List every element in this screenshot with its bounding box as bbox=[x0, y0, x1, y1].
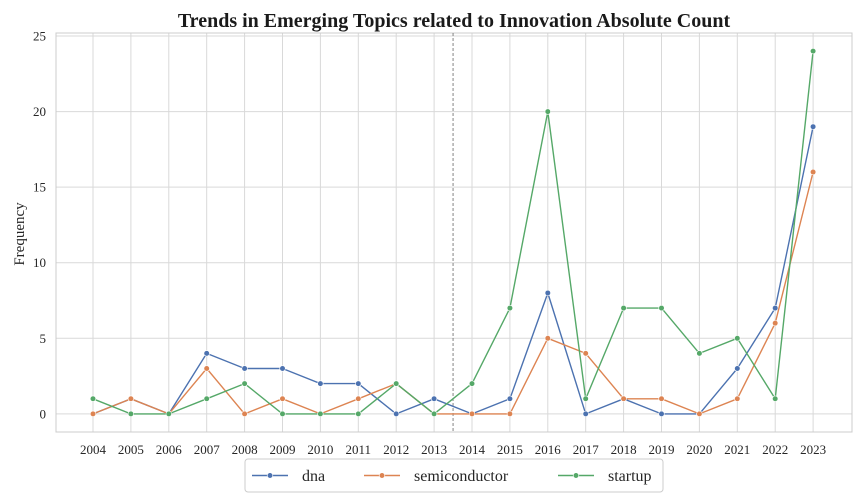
x-tick-label: 2016 bbox=[535, 442, 562, 457]
data-point-startup bbox=[734, 335, 741, 342]
x-tick-label: 2023 bbox=[800, 442, 826, 457]
x-tick-label: 2011 bbox=[346, 442, 372, 457]
y-axis-label: Frequency bbox=[12, 202, 28, 266]
legend-swatch-marker bbox=[378, 472, 386, 479]
data-point-dna bbox=[582, 410, 589, 417]
data-point-semiconductor bbox=[734, 395, 741, 402]
data-point-dna bbox=[544, 289, 551, 297]
data-point-startup bbox=[620, 304, 627, 312]
grid-lines bbox=[56, 33, 852, 432]
plot-frame bbox=[55, 32, 853, 433]
data-point-dna bbox=[734, 365, 741, 372]
x-tick-label: 2022 bbox=[762, 442, 788, 457]
legend-box bbox=[244, 458, 664, 493]
y-tick-label: 25 bbox=[33, 29, 46, 44]
legend-label: startup bbox=[608, 468, 652, 485]
x-tick-label: 2012 bbox=[383, 442, 409, 457]
x-tick-label: 2008 bbox=[232, 442, 258, 457]
data-point-dna bbox=[658, 410, 665, 417]
legend: dna semiconductor startup bbox=[244, 458, 664, 493]
data-point-dna bbox=[355, 380, 362, 387]
x-tick-label: 2019 bbox=[649, 442, 675, 457]
x-axis-ticks: 2004 2005 2006 2007 2008 2009 2010 2011 2012 2013… bbox=[80, 442, 826, 457]
x-tick-label: 2004 bbox=[80, 442, 107, 457]
data-point-semiconductor bbox=[89, 410, 97, 417]
data-point-startup bbox=[165, 410, 172, 417]
x-tick-label: 2005 bbox=[118, 442, 144, 457]
x-tick-label: 2006 bbox=[156, 442, 183, 457]
legend-swatch-marker bbox=[572, 472, 580, 479]
series-line-startup bbox=[92, 51, 814, 415]
data-point-semiconductor bbox=[658, 395, 665, 402]
data-point-semiconductor bbox=[772, 320, 779, 327]
series-startup bbox=[89, 48, 817, 417]
data-point-startup bbox=[355, 410, 362, 417]
y-tick-label: 10 bbox=[33, 255, 46, 270]
series-layer bbox=[89, 48, 817, 417]
data-point-startup bbox=[506, 304, 514, 312]
data-point-semiconductor bbox=[696, 410, 703, 417]
data-point-dna bbox=[431, 395, 438, 402]
legend-label: semiconductor bbox=[414, 468, 509, 485]
x-tick-label: 2014 bbox=[459, 442, 486, 457]
chart-title: Trends in Emerging Topics related to Inn… bbox=[178, 10, 731, 32]
data-point-dna bbox=[506, 395, 514, 402]
data-point-dna bbox=[317, 380, 324, 387]
data-point-startup bbox=[582, 395, 589, 402]
data-point-startup bbox=[772, 395, 779, 402]
data-point-semiconductor bbox=[620, 395, 627, 402]
series-line-semiconductor bbox=[92, 171, 814, 415]
x-tick-label: 2017 bbox=[573, 442, 600, 457]
x-tick-label: 2021 bbox=[724, 442, 750, 457]
x-tick-label: 2009 bbox=[270, 442, 296, 457]
data-point-startup bbox=[317, 410, 324, 417]
data-point-startup bbox=[658, 304, 665, 312]
x-tick-label: 2018 bbox=[611, 442, 637, 457]
y-tick-label: 0 bbox=[40, 406, 47, 421]
data-point-startup bbox=[279, 410, 286, 417]
data-point-semiconductor bbox=[279, 395, 286, 402]
data-point-dna bbox=[772, 304, 779, 312]
data-point-startup bbox=[393, 380, 400, 387]
data-point-semiconductor bbox=[203, 365, 210, 372]
legend-item-dna: dna bbox=[252, 468, 325, 485]
data-point-dna bbox=[241, 365, 248, 372]
y-tick-label: 5 bbox=[40, 331, 47, 346]
data-point-startup bbox=[127, 410, 134, 417]
x-tick-label: 2007 bbox=[194, 442, 221, 457]
data-point-startup bbox=[468, 380, 476, 387]
x-tick-label: 2010 bbox=[307, 442, 333, 457]
x-tick-label: 2013 bbox=[421, 442, 447, 457]
legend-label: dna bbox=[302, 468, 325, 485]
series-line-dna bbox=[92, 126, 814, 415]
data-point-dna bbox=[203, 350, 210, 357]
data-point-semiconductor bbox=[468, 410, 476, 417]
y-tick-label: 20 bbox=[33, 104, 46, 119]
data-point-semiconductor bbox=[127, 395, 134, 402]
data-point-startup bbox=[544, 108, 551, 115]
data-point-semiconductor bbox=[544, 335, 551, 342]
data-point-startup bbox=[431, 410, 438, 417]
legend-swatch-marker bbox=[266, 472, 274, 479]
data-point-startup bbox=[89, 395, 97, 402]
x-tick-label: 2015 bbox=[497, 442, 523, 457]
data-point-startup bbox=[241, 380, 248, 387]
data-point-semiconductor bbox=[809, 168, 817, 176]
data-point-dna bbox=[279, 365, 286, 372]
y-tick-label: 15 bbox=[33, 180, 46, 195]
x-tick-label: 2020 bbox=[686, 442, 712, 457]
data-point-dna bbox=[809, 123, 817, 130]
legend-item-startup: startup bbox=[558, 468, 652, 485]
data-point-startup bbox=[809, 48, 817, 55]
data-point-startup bbox=[203, 395, 210, 402]
legend-item-semiconductor: semiconductor bbox=[364, 468, 509, 485]
data-point-semiconductor bbox=[582, 350, 589, 357]
data-point-dna bbox=[393, 410, 400, 417]
data-point-startup bbox=[696, 350, 703, 357]
data-point-semiconductor bbox=[355, 395, 362, 402]
data-point-semiconductor bbox=[241, 410, 248, 417]
data-point-semiconductor bbox=[506, 410, 514, 417]
y-axis-ticks: 0 5 10 15 20 25 bbox=[33, 29, 46, 422]
